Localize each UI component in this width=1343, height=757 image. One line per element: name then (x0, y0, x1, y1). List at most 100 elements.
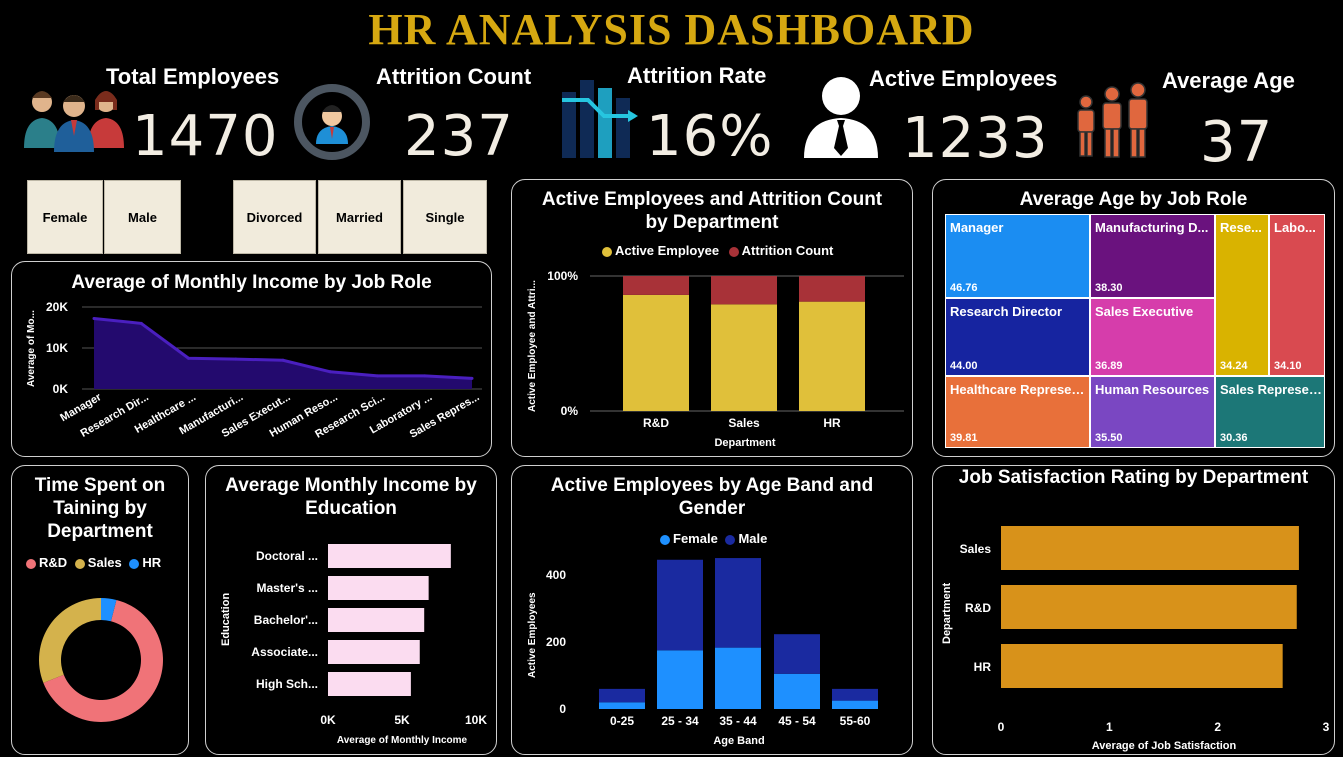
attrition-cycle-icon (294, 84, 370, 160)
active-attrition-legend: Active Employee Attrition Count (602, 243, 833, 258)
x-tick-label: 0K (320, 713, 336, 727)
attrition-rate-label: Attrition Rate (627, 63, 767, 88)
x-tick-label: 10K (465, 713, 487, 727)
donut-slice-rnd (43, 599, 164, 722)
x-tick-label: 3 (1323, 720, 1330, 734)
legend-sales: Sales (87, 555, 122, 570)
y-tick-label: 200 (546, 635, 566, 649)
legend-attrition-count: Attrition Count (741, 243, 834, 258)
bar-active-employee (799, 301, 865, 411)
slicer-married[interactable]: Married (318, 180, 401, 254)
bar-attrition-count (799, 276, 865, 302)
age-band-gender-title: Active Employees by Age Band and Gender (550, 475, 874, 519)
attrition-rate-value: 16% (646, 104, 774, 169)
x-tick-label: R&D (643, 416, 669, 430)
slicer-male[interactable]: Male (104, 180, 181, 254)
y-tick-label: R&D (965, 601, 991, 615)
income-point (187, 356, 190, 360)
y-tick-label: 0K (53, 382, 69, 396)
training-panel: Time Spent on Taining by Department R&D … (11, 465, 189, 755)
x-tick-label: 0-25 (610, 714, 634, 728)
x-tick-label: 25 - 34 (661, 714, 699, 728)
dashboard-title: HR ANALYSIS DASHBOARD (368, 5, 975, 54)
age-band-gender-panel: Active Employees by Age Band and Gender … (511, 465, 913, 755)
age-group-icon (1077, 82, 1148, 158)
bar-male (832, 688, 878, 701)
income-by-education-title: Average Monthly Income by Education (225, 475, 477, 519)
jobsat-title: Job Satisfaction Rating by Department (958, 467, 1309, 488)
bar-female (832, 700, 878, 709)
x-axis-label: Department (714, 437, 775, 449)
treemap-tile: Human Resources 35.50 (1090, 376, 1215, 448)
y-tick-label: Master's ... (256, 581, 318, 595)
treemap-tile-label: Manager (950, 220, 1004, 235)
bar-male (715, 558, 761, 648)
y-tick-label: Associate... (251, 645, 318, 659)
jobsat-bar (1001, 585, 1297, 629)
bar-female (599, 702, 645, 709)
active-employees-label: Active Employees (869, 66, 1058, 91)
legend-active-employee: Active Employee (615, 243, 720, 258)
treemap-tile-label: Healthcare Represen... (950, 382, 1087, 397)
y-axis-label: Active Employee and Attri... (527, 280, 538, 412)
total-employees-value: 1470 (132, 104, 279, 169)
y-tick-label: 10K (46, 341, 68, 355)
x-tick-label: 55-60 (840, 714, 871, 728)
bar-attrition-count (711, 276, 777, 305)
legend-hr: HR (142, 555, 162, 570)
slicer-divorced[interactable]: Divorced (233, 180, 316, 254)
attrition-count-value: 237 (404, 104, 514, 169)
y-tick-label: 400 (546, 568, 566, 582)
income-by-education-panel: Average Monthly Income by Education Doct… (205, 465, 497, 755)
edu-bar (328, 576, 429, 600)
y-axis-label: Active Employees (527, 592, 538, 678)
x-tick-label: 5K (394, 713, 410, 727)
active-employees-value: 1233 (902, 106, 1049, 171)
x-tick-label: HR (823, 416, 841, 430)
legend-female: Female (673, 531, 718, 546)
age-by-role-treemap: Manager 46.76 Manufacturing D... 38.30 Rese.… (945, 214, 1325, 448)
treemap-tile-value: 39.81 (950, 432, 978, 444)
edu-bar (328, 672, 411, 696)
attrition-count-label: Attrition Count (376, 64, 532, 89)
jobsat-panel: Job Satisfaction Rating by Department Sa… (932, 465, 1335, 755)
treemap-tile: Healthcare Represen... 39.81 (945, 376, 1090, 448)
active-attrition-chart: 0% 100% Active Employee and Attri... Depart… (527, 269, 904, 449)
treemap-tile: Sales Executive 36.89 (1090, 298, 1215, 376)
income-point (92, 316, 96, 320)
y-tick-label: 0% (561, 404, 579, 418)
treemap-tile-value: 46.76 (950, 282, 978, 294)
active-attrition-title: Active Employees and Attrition Count by … (541, 189, 883, 233)
treemap-tile-value: 44.00 (950, 360, 978, 372)
treemap-tile-value: 38.30 (1095, 282, 1123, 294)
income-point (139, 321, 143, 325)
treemap-tile-value: 34.10 (1274, 360, 1302, 372)
slicer-female[interactable]: Female (27, 180, 103, 254)
x-axis-label: Average of Job Satisfaction (1092, 740, 1237, 752)
y-tick-label: Bachelor'... (254, 613, 318, 627)
bar-female (715, 647, 761, 709)
y-tick-label: 20K (46, 300, 68, 314)
treemap-tile-label: Sales Represen... (1220, 382, 1322, 397)
slicer-single[interactable]: Single (403, 180, 487, 254)
y-axis-label: Department (941, 583, 953, 644)
income-point (328, 370, 332, 374)
treemap-tile-label: Manufacturing D... (1095, 220, 1209, 235)
y-tick-label: HR (974, 660, 992, 674)
jobsat-bar (1001, 644, 1283, 688)
x-tick-label: 45 - 54 (778, 714, 816, 728)
treemap-tile-value: 30.36 (1220, 432, 1248, 444)
x-axis-label: Average of Monthly Income (337, 735, 468, 746)
income-by-education-chart: Doctoral ... Master's ... Bachelor'... Asso… (220, 544, 487, 746)
y-axis-label: Average of Mo... (26, 310, 37, 387)
edu-bar (328, 544, 451, 568)
treemap-tile-label: Human Resources (1095, 382, 1210, 397)
treemap-tile-label: Sales Executive (1095, 304, 1194, 319)
jobsat-bar (1001, 526, 1299, 570)
age-by-role-title: Average Age by Job Role (1019, 189, 1248, 210)
y-tick-label: Sales (960, 542, 992, 556)
x-tick-label: Sales (728, 416, 760, 430)
attrition-rate-icon (562, 80, 638, 158)
bar-active-employee (623, 294, 689, 411)
